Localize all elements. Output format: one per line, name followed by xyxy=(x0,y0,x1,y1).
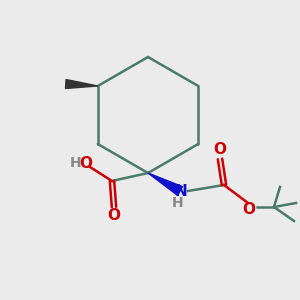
Text: O: O xyxy=(214,142,226,158)
Text: H: H xyxy=(70,156,82,170)
Text: O: O xyxy=(80,155,92,170)
Polygon shape xyxy=(148,173,182,195)
Text: O: O xyxy=(107,208,121,224)
Polygon shape xyxy=(65,80,98,88)
Text: H: H xyxy=(172,196,184,210)
Text: N: N xyxy=(175,184,188,200)
Text: O: O xyxy=(242,202,256,217)
